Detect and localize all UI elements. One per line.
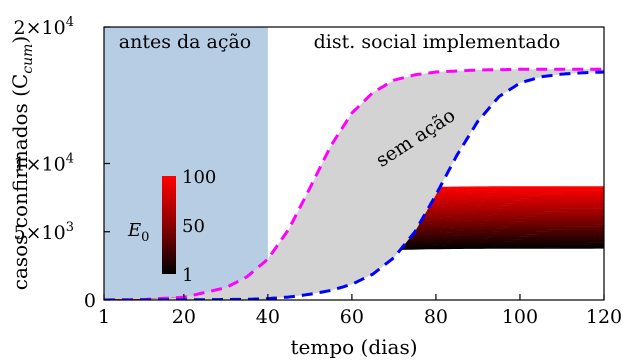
x-tick-label: 80 [424, 306, 448, 328]
y-tick-label: 2×104 [14, 15, 74, 39]
y-tick-label: 1×104 [14, 152, 74, 176]
y-tick-label: 5×103 [14, 220, 74, 244]
x-axis: 1 20 40 60 80 100 120 [98, 294, 622, 328]
x-tick-label: 40 [256, 306, 280, 328]
colorbar-tick-min: 1 [182, 265, 193, 286]
x-axis-title: tempo (dias) [290, 335, 417, 359]
colorbar [162, 176, 176, 274]
shaded-region-before [104, 27, 268, 300]
y-axis: 0 5×103 1×104 2×104 [14, 15, 110, 312]
no-action-upper-line [104, 67, 604, 300]
x-tick-label: 60 [340, 306, 364, 328]
colorbar-label-base: E [127, 220, 141, 241]
colorbar-label-sub: 0 [141, 230, 149, 245]
annotation-social-distancing: dist. social implementado [314, 31, 561, 53]
annotation-before-action: antes da ação [119, 31, 252, 53]
colorbar-tick-max: 100 [182, 167, 216, 188]
colorbar-label: E0 [127, 220, 149, 245]
colorbar-tick-mid: 50 [182, 216, 205, 237]
no-action-envelope [104, 69, 604, 300]
x-tick-label: 100 [502, 306, 538, 328]
x-tick-label: 1 [98, 306, 110, 328]
y-axis-title-sub: cum [20, 44, 36, 74]
y-axis-title: casos confirmados (Ccum) [8, 36, 36, 291]
y-axis-title-close: ) [8, 36, 32, 44]
y-tick-label: 0 [84, 290, 96, 312]
x-tick-label: 120 [586, 306, 622, 328]
x-tick-label: 20 [172, 306, 196, 328]
y-axis-title-main: casos confirmados (C [8, 74, 32, 291]
